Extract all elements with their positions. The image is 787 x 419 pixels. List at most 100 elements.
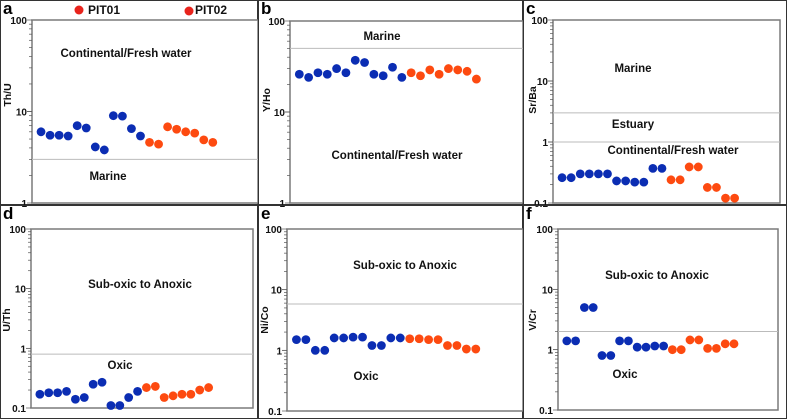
region-label: Marine [89, 171, 126, 183]
y-tick-label: 100 [9, 225, 26, 236]
legend-marker-pit01 [74, 5, 84, 15]
data-point-pit01 [580, 303, 589, 312]
data-point-pit02 [675, 175, 685, 185]
data-point-pit01 [624, 336, 633, 346]
y-tick-label: 1 [20, 344, 26, 355]
data-point-pit01 [632, 342, 642, 352]
data-point-pit02 [443, 341, 452, 350]
y-axis-label: V/Cr [527, 309, 539, 331]
y-tick-label: 1 [276, 346, 282, 357]
region-label: Marine [363, 31, 400, 43]
data-point-pit01 [594, 169, 603, 179]
y-tick-label: 100 [265, 225, 282, 236]
y-tick-label: 1 [279, 199, 285, 210]
data-point-pit02 [433, 335, 443, 345]
data-point-pit01 [310, 345, 320, 355]
y-tick-label: 100 [531, 16, 548, 27]
data-point-pit02 [414, 334, 424, 344]
data-point-pit01 [54, 130, 64, 140]
data-point-pit02 [721, 193, 730, 203]
data-point-pit02 [208, 137, 218, 147]
data-point-pit01 [108, 111, 118, 121]
data-point-pit01 [301, 335, 311, 345]
data-point-pit01 [657, 163, 667, 173]
y-axis-label: Y/Ho [261, 88, 273, 112]
y-tick-label: 100 [10, 16, 27, 27]
region-label: Estuary [612, 119, 655, 131]
data-point-pit01 [612, 176, 621, 186]
y-tick-label: 100 [536, 225, 553, 236]
panel-letter: c [526, 0, 535, 18]
data-point-pit01 [90, 142, 100, 152]
plot-area [286, 228, 524, 412]
data-point-pit02 [150, 382, 160, 391]
data-point-pit01 [313, 68, 323, 78]
data-point-pit02 [694, 335, 704, 345]
panel-b: 1 10 100 Marine Continental/Fresh water Y/Ho b [258, 0, 524, 210]
data-point-pit02 [199, 135, 209, 145]
data-point-pit02 [163, 122, 173, 132]
y-tick-label: 100 [268, 17, 285, 28]
data-point-pit02 [177, 389, 187, 399]
panel-letter: d [3, 204, 13, 223]
data-point-pit02 [434, 69, 444, 79]
data-point-pit01 [294, 69, 304, 79]
data-point-pit02 [461, 344, 471, 354]
data-point-pit02 [730, 193, 739, 203]
panel-letter: e [261, 204, 270, 223]
data-point-pit01 [124, 393, 134, 402]
data-point-pit01 [386, 333, 396, 343]
data-point-pit02 [190, 128, 200, 138]
data-point-pit02 [424, 335, 433, 345]
data-point-pit02 [676, 345, 686, 355]
data-point-pit01 [106, 401, 116, 410]
data-point-pit02 [154, 139, 163, 149]
plot-area [30, 228, 254, 409]
y-tick-label: 0.1 [534, 199, 548, 210]
y-tick-label: 10 [16, 108, 28, 119]
panel-a: 1 10 100 Continental/Fresh water Marine Th/U a [0, 0, 259, 210]
data-point-pit01 [606, 351, 616, 360]
data-point-pit02 [405, 334, 415, 344]
data-point-pit01 [292, 335, 301, 345]
data-point-pit01 [99, 145, 109, 155]
data-point-pit02 [159, 393, 169, 402]
data-point-pit01 [369, 69, 379, 79]
region-label: Oxic [108, 360, 134, 372]
data-point-pit02 [702, 183, 712, 192]
panel-d: 0.1 1 10 100 Sub-oxic to Anoxic Oxic U/Th d [0, 204, 258, 419]
y-axis-label: Sr/Ba [527, 86, 539, 114]
data-point-pit01 [378, 71, 388, 81]
region-label: Continental/Fresh water [608, 145, 740, 157]
data-point-pit01 [388, 62, 397, 72]
data-point-pit01 [329, 333, 339, 343]
y-tick-label: 10 [271, 286, 283, 297]
panel-c: 0.1 1 10 100 Marine Estuary Continental/Fresh … [523, 0, 787, 210]
data-point-pit01 [615, 336, 624, 346]
panel-letter: b [261, 0, 271, 18]
data-point-pit02 [712, 183, 721, 192]
y-axis-label: Ni/Co [259, 306, 271, 333]
data-point-pit01 [377, 341, 386, 350]
region-label: Oxic [354, 371, 380, 383]
data-point-pit01 [566, 173, 576, 183]
data-point-pit01 [133, 386, 142, 396]
data-point-pit02 [712, 343, 721, 353]
region-label: Continental/Fresh water [332, 150, 464, 162]
panel-f: 0.1 1 10 100 Sub-oxic to Anoxic Oxic V/Cr f [523, 204, 787, 419]
data-point-pit01 [115, 401, 125, 410]
data-point-pit01 [395, 333, 405, 343]
data-point-pit02 [186, 389, 196, 399]
data-point-pit01 [127, 124, 136, 134]
region-label: Sub-oxic to Anoxic [88, 279, 192, 291]
data-point-pit02 [668, 345, 677, 355]
data-point-pit02 [142, 383, 151, 392]
region-label: Sub-oxic to Anoxic [605, 270, 709, 282]
data-point-pit01 [97, 377, 107, 387]
data-point-pit02 [168, 391, 178, 401]
data-point-pit01 [571, 336, 580, 346]
data-point-pit01 [588, 303, 598, 312]
data-point-pit01 [397, 73, 407, 82]
data-point-pit02 [204, 383, 214, 392]
